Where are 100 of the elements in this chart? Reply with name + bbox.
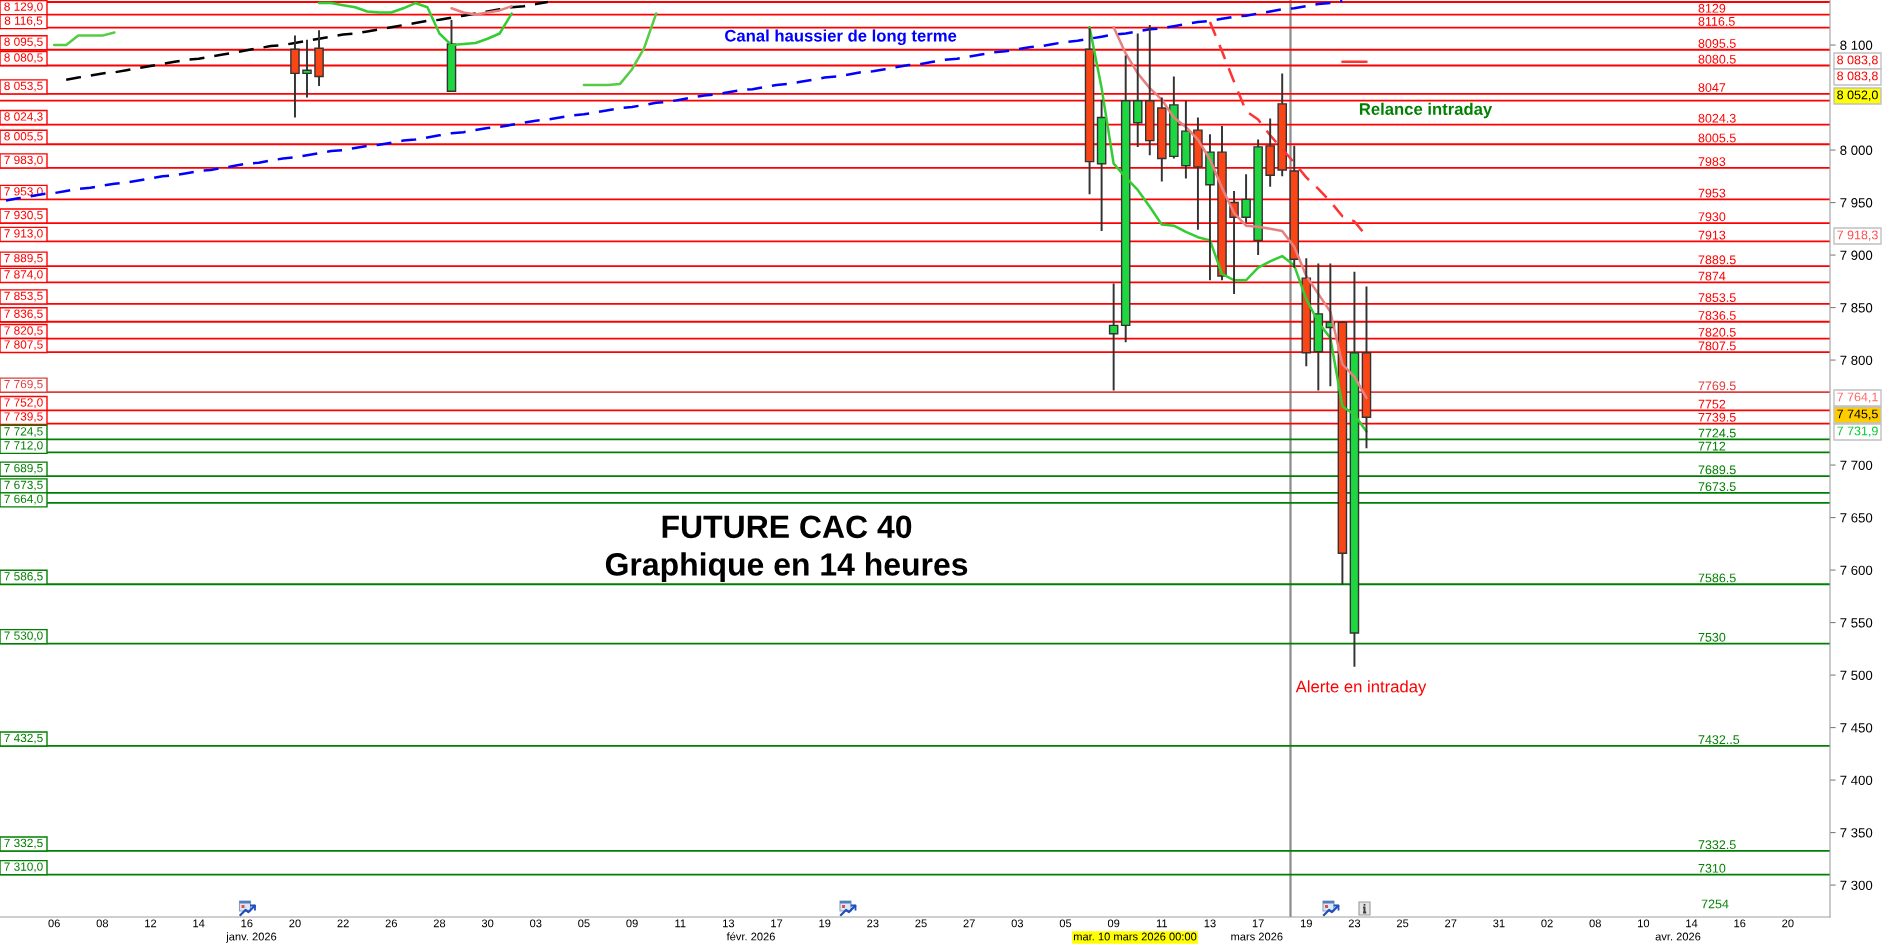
ref-line-label: 7586.5 bbox=[1698, 573, 1736, 583]
ref-line-label: 7332.5 bbox=[1698, 840, 1736, 850]
text: févr. 2026 bbox=[726, 932, 775, 941]
candlestick bbox=[1132, 32, 1143, 148]
ref-line-label: 7930 bbox=[1698, 212, 1726, 222]
candlestick bbox=[1217, 124, 1227, 282]
annotation: 8 005,5 bbox=[4, 132, 43, 142]
candlestick bbox=[1241, 173, 1251, 224]
ref-line-label: 8129 bbox=[1698, 3, 1726, 13]
candlestick bbox=[1120, 54, 1131, 344]
candlestick bbox=[1169, 75, 1179, 160]
text: mar. 10 mars 2026 00:00 bbox=[1073, 932, 1197, 941]
annotation: 7 752,0 bbox=[4, 398, 43, 409]
x-tick-label: 16 bbox=[241, 919, 253, 928]
y-tick-label: 7 600 bbox=[1840, 565, 1873, 575]
x-tick-label: 30 bbox=[481, 919, 494, 928]
ref-line-label: 8080.5 bbox=[1698, 54, 1736, 64]
text: Graphique en 14 heures bbox=[605, 552, 968, 583]
ref-line-label: 7752 bbox=[1698, 399, 1726, 409]
ref-line-label: 8095.5 bbox=[1698, 39, 1736, 48]
x-tick-label: 31 bbox=[1493, 919, 1505, 928]
annotation: 8 053,5 bbox=[4, 81, 43, 92]
candlestick bbox=[1253, 138, 1263, 257]
ref-line-label: 7836.5 bbox=[1698, 311, 1736, 320]
x-tick-label: 08 bbox=[1589, 919, 1601, 928]
y-tick-label: 7 950 bbox=[1840, 198, 1873, 208]
y-tick-label: 8 000 bbox=[1840, 145, 1873, 155]
y-tick-label: 7 450 bbox=[1840, 723, 1873, 733]
text: 7 731,9 bbox=[1837, 426, 1878, 437]
candlestick bbox=[446, 18, 457, 92]
ref-line-label: 7310 bbox=[1698, 863, 1726, 873]
x-tick-label: 17 bbox=[1252, 919, 1264, 928]
x-tick-label: 17 bbox=[771, 919, 783, 928]
annotation: 7 983,0 bbox=[4, 155, 43, 166]
ref-line-label: 7530 bbox=[1698, 632, 1726, 642]
text: mars 2026 bbox=[1231, 932, 1283, 941]
x-tick-label: 05 bbox=[578, 919, 590, 928]
x-tick-label: 28 bbox=[433, 919, 446, 928]
candlestick bbox=[314, 29, 324, 87]
candlestick bbox=[302, 38, 312, 99]
annotation: 8 116,5 bbox=[4, 16, 43, 27]
annotation: 8 080,5 bbox=[4, 53, 43, 64]
candlestick bbox=[1277, 72, 1287, 178]
ref-line-label: 7739.5 bbox=[1698, 412, 1736, 422]
x-tick-label: 06 bbox=[48, 919, 60, 928]
text: 8 083,8 bbox=[1837, 55, 1878, 66]
ref-line-label: 8024.3 bbox=[1698, 113, 1736, 123]
candlestick bbox=[1361, 285, 1372, 450]
annotation: 7 689,5 bbox=[4, 463, 43, 474]
text: 8 052,0 bbox=[1837, 90, 1878, 101]
y-tick-label: 7 700 bbox=[1840, 460, 1873, 470]
annotation: 7 712,0 bbox=[4, 441, 43, 451]
x-tick-label: 08 bbox=[96, 919, 109, 928]
annotation: 7 874,0 bbox=[4, 270, 43, 280]
x-tick-label: 03 bbox=[1011, 919, 1024, 928]
y-tick-label: 7 900 bbox=[1840, 250, 1873, 260]
ref-line-label: 7689.5 bbox=[1698, 465, 1736, 475]
annotation: Relance intraday bbox=[1359, 102, 1493, 119]
ref-line-label: 7769.5 bbox=[1698, 381, 1736, 391]
ref-line-label: 7807.5 bbox=[1698, 341, 1736, 351]
ref-line-label: 7913 bbox=[1698, 230, 1726, 240]
x-tick-label: 22 bbox=[337, 919, 349, 928]
line-series bbox=[64, 0, 550, 81]
x-tick-label: 11 bbox=[675, 919, 686, 928]
ref-line-label: 8005.5 bbox=[1698, 133, 1736, 143]
ref-line-label: 7983 bbox=[1698, 157, 1726, 167]
x-tick-label: 09 bbox=[1107, 919, 1120, 928]
y-tick-label: 7 350 bbox=[1840, 828, 1873, 838]
x-tick-label: 19 bbox=[819, 919, 831, 928]
annotation: 7 332,5 bbox=[4, 838, 43, 849]
annotation: 7 739,5 bbox=[4, 412, 43, 423]
x-tick-label: 02 bbox=[1541, 919, 1553, 928]
annotation: 7 836,5 bbox=[4, 309, 43, 320]
x-tick-label: 12 bbox=[145, 919, 157, 928]
text: 7 764,1 bbox=[1837, 392, 1878, 403]
annotation: 7 953,0 bbox=[4, 187, 43, 197]
x-tick-label: 14 bbox=[1686, 919, 1698, 928]
x-tick-label: 27 bbox=[1445, 919, 1457, 928]
annotation: 7 913,0 bbox=[4, 229, 43, 239]
y-tick-label: 7 500 bbox=[1840, 670, 1873, 680]
x-tick-label: 25 bbox=[915, 919, 927, 928]
annotation: 7 807,5 bbox=[4, 340, 43, 351]
x-tick-label: 25 bbox=[1396, 919, 1409, 928]
candlestick bbox=[1108, 282, 1119, 392]
x-tick-label: 05 bbox=[1059, 919, 1072, 928]
ref-line-label: 7953 bbox=[1698, 188, 1726, 198]
x-tick-label: 14 bbox=[193, 919, 205, 928]
x-tick-label: 10 bbox=[1638, 919, 1650, 928]
x-tick-label: 20 bbox=[1782, 919, 1794, 928]
candlestick bbox=[1265, 117, 1275, 188]
y-tick-label: 7 800 bbox=[1840, 355, 1873, 365]
text: FUTURE CAC 40 bbox=[662, 515, 912, 539]
y-tick-label: 8 100 bbox=[1840, 40, 1873, 50]
annotation: Canal haussier de long terme bbox=[725, 29, 957, 45]
ref-line-label: 8047 bbox=[1698, 83, 1726, 92]
candlestick bbox=[1084, 27, 1095, 196]
annotation: 7 769,5 bbox=[4, 379, 43, 390]
x-tick-label: 11 bbox=[1156, 919, 1168, 928]
x-tick-label: 26 bbox=[385, 919, 397, 928]
annotation: 7 664,0 bbox=[4, 494, 43, 505]
